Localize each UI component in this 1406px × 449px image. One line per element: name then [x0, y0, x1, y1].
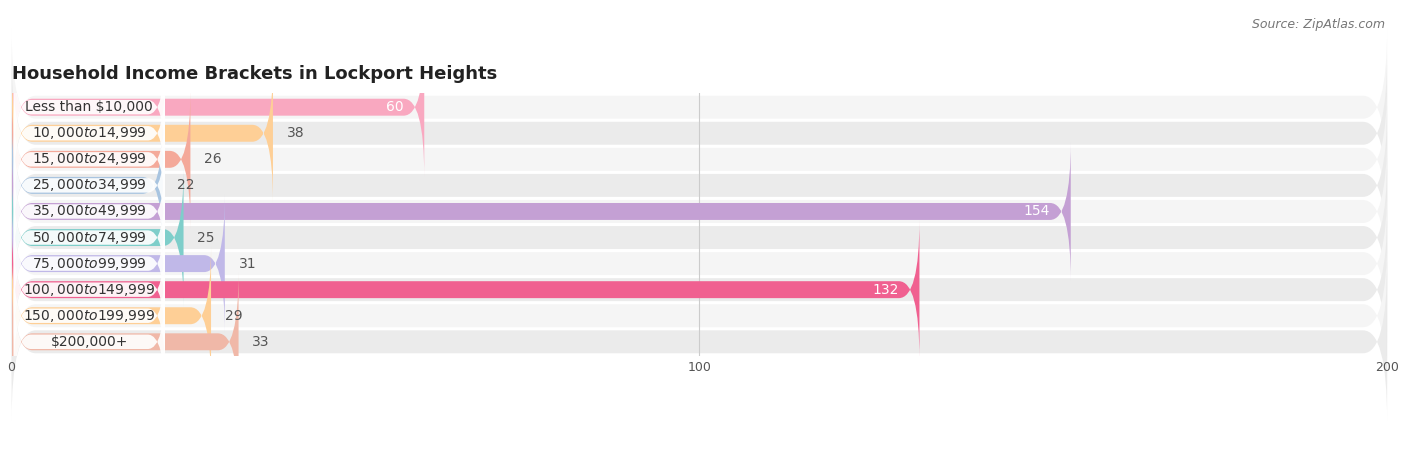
FancyBboxPatch shape: [11, 64, 273, 203]
Text: 22: 22: [177, 178, 194, 193]
FancyBboxPatch shape: [14, 180, 165, 295]
Text: $10,000 to $14,999: $10,000 to $14,999: [32, 125, 146, 141]
Text: 38: 38: [287, 126, 304, 140]
Text: 29: 29: [225, 309, 242, 323]
FancyBboxPatch shape: [11, 236, 1388, 396]
FancyBboxPatch shape: [11, 184, 1388, 343]
FancyBboxPatch shape: [11, 194, 225, 333]
Text: Less than $10,000: Less than $10,000: [25, 100, 153, 114]
Text: Source: ZipAtlas.com: Source: ZipAtlas.com: [1251, 18, 1385, 31]
Text: $35,000 to $49,999: $35,000 to $49,999: [32, 203, 146, 220]
FancyBboxPatch shape: [14, 258, 165, 374]
Text: Household Income Brackets in Lockport Heights: Household Income Brackets in Lockport He…: [11, 65, 496, 83]
FancyBboxPatch shape: [11, 90, 190, 229]
FancyBboxPatch shape: [11, 53, 1388, 213]
Text: $100,000 to $149,999: $100,000 to $149,999: [22, 282, 156, 298]
FancyBboxPatch shape: [11, 168, 184, 307]
FancyBboxPatch shape: [14, 128, 165, 243]
Text: $50,000 to $74,999: $50,000 to $74,999: [32, 229, 146, 246]
FancyBboxPatch shape: [11, 142, 1071, 281]
FancyBboxPatch shape: [11, 132, 1388, 291]
FancyBboxPatch shape: [11, 220, 920, 359]
FancyBboxPatch shape: [14, 284, 165, 400]
Text: 26: 26: [204, 152, 222, 166]
FancyBboxPatch shape: [11, 106, 1388, 265]
Text: 154: 154: [1024, 204, 1050, 219]
Text: $200,000+: $200,000+: [51, 335, 128, 349]
FancyBboxPatch shape: [14, 101, 165, 217]
Text: $25,000 to $34,999: $25,000 to $34,999: [32, 177, 146, 194]
Text: 25: 25: [197, 230, 215, 245]
Text: 60: 60: [387, 100, 404, 114]
FancyBboxPatch shape: [11, 272, 239, 412]
FancyBboxPatch shape: [14, 154, 165, 269]
FancyBboxPatch shape: [11, 27, 1388, 187]
FancyBboxPatch shape: [11, 210, 1388, 370]
FancyBboxPatch shape: [11, 116, 163, 255]
Text: 31: 31: [239, 256, 256, 271]
Text: $150,000 to $199,999: $150,000 to $199,999: [22, 308, 156, 324]
Text: 132: 132: [873, 283, 898, 297]
FancyBboxPatch shape: [14, 232, 165, 348]
Text: $75,000 to $99,999: $75,000 to $99,999: [32, 255, 146, 272]
FancyBboxPatch shape: [14, 206, 165, 321]
FancyBboxPatch shape: [14, 49, 165, 165]
FancyBboxPatch shape: [11, 37, 425, 177]
FancyBboxPatch shape: [11, 246, 211, 385]
FancyBboxPatch shape: [14, 75, 165, 191]
FancyBboxPatch shape: [11, 158, 1388, 317]
FancyBboxPatch shape: [11, 262, 1388, 422]
FancyBboxPatch shape: [11, 79, 1388, 239]
Text: 33: 33: [252, 335, 270, 349]
Text: $15,000 to $24,999: $15,000 to $24,999: [32, 151, 146, 167]
